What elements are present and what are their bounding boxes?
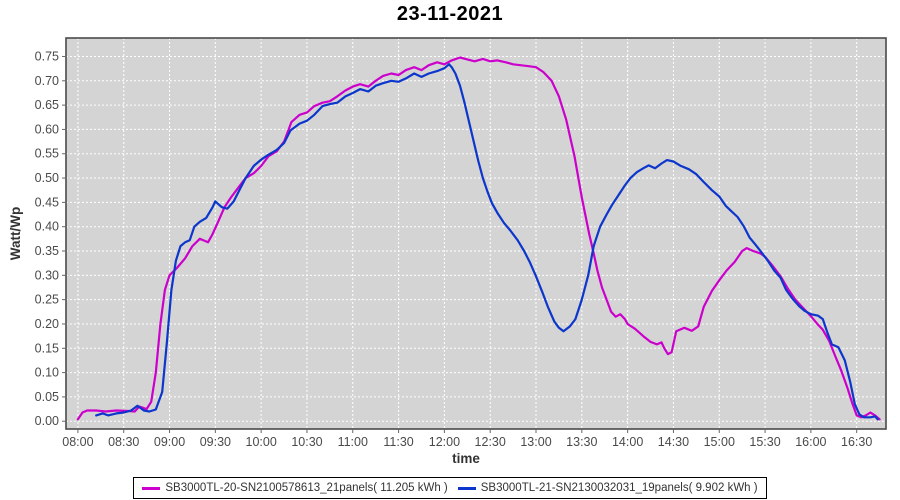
svg-text:0.60: 0.60 [35,122,59,136]
legend-row: SB3000TL-20-SN2100578613_21panels( 11.20… [0,477,900,499]
svg-text:0.25: 0.25 [35,293,59,307]
svg-text:13:00: 13:00 [520,435,551,449]
svg-text:11:30: 11:30 [383,435,413,449]
svg-text:09:30: 09:30 [200,435,231,449]
legend-label-series1: SB3000TL-20-SN2100578613_21panels( 11.20… [165,482,448,494]
svg-text:0.40: 0.40 [35,220,59,234]
svg-text:14:30: 14:30 [658,435,689,449]
svg-text:14:00: 14:00 [612,435,643,449]
svg-text:0.65: 0.65 [35,98,59,112]
svg-text:0.50: 0.50 [35,171,59,185]
svg-text:0.05: 0.05 [35,390,59,404]
svg-text:12:00: 12:00 [429,435,460,449]
svg-text:0.45: 0.45 [35,195,59,209]
svg-text:11:00: 11:00 [338,435,368,449]
chart-title: 23-11-2021 [396,3,504,25]
y-axis-label: Watt/Wp [8,207,23,260]
svg-text:0.70: 0.70 [35,74,59,88]
legend-box: SB3000TL-20-SN2100578613_21panels( 11.20… [133,477,767,499]
svg-text:08:00: 08:00 [62,435,93,449]
svg-text:0.20: 0.20 [35,317,59,331]
svg-text:16:00: 16:00 [795,435,826,449]
legend-label-series2: SB3000TL-21-SN2130032031_19panels( 9.902… [480,482,758,494]
svg-text:0.55: 0.55 [35,147,59,161]
svg-text:16:30: 16:30 [841,435,872,449]
svg-text:0.00: 0.00 [35,414,59,428]
svg-text:08:30: 08:30 [108,435,139,449]
svg-text:15:00: 15:00 [704,435,735,449]
svg-text:0.75: 0.75 [35,49,59,63]
svg-text:10:00: 10:00 [246,435,277,449]
svg-text:09:00: 09:00 [154,435,185,449]
svg-text:15:30: 15:30 [749,435,780,449]
svg-text:0.30: 0.30 [35,268,59,282]
series2-line-swatch-icon [457,486,476,490]
svg-text:0.35: 0.35 [35,244,59,258]
series1-line-swatch-icon [142,486,161,490]
svg-text:0.15: 0.15 [35,341,59,355]
svg-text:13:30: 13:30 [566,435,597,449]
legend-entry-series1: SB3000TL-20-SN2100578613_21panels( 11.20… [142,482,448,494]
chart-canvas: 0.00 0.05 0.10 0.15 0.20 0.25 0.30 0.35 0.40 0.45… [8,37,887,466]
svg-text:0.10: 0.10 [35,366,59,380]
legend-entry-series2: SB3000TL-21-SN2130032031_19panels( 9.902… [457,482,758,494]
svg-text:12:30: 12:30 [475,435,506,449]
svg-text:10:30: 10:30 [291,435,322,449]
x-axis-label: time [452,451,480,466]
